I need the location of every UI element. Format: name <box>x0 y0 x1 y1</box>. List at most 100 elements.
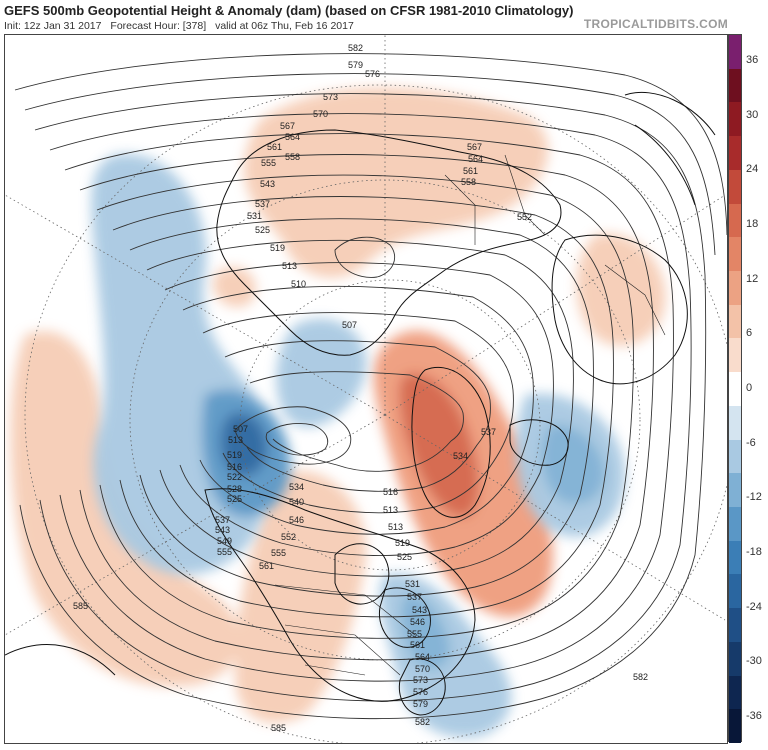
contour-label: 570 <box>313 109 328 119</box>
contour-label: 537 <box>255 199 270 209</box>
colorbar-segment <box>729 271 741 306</box>
colorbar-tick-label: -24 <box>746 600 762 613</box>
colorbar-segment <box>729 405 741 441</box>
colorbar-segment <box>729 641 741 677</box>
colorbar-tick-label: 6 <box>746 327 753 340</box>
contour-label: 558 <box>461 177 476 187</box>
contour-label: 549 <box>217 536 232 546</box>
contour-label: 564 <box>415 652 430 662</box>
contour-label: 525 <box>255 225 270 235</box>
contour-label: 546 <box>410 617 425 627</box>
contour-label: 567 <box>467 142 482 152</box>
graticule <box>5 35 727 743</box>
contour-label: 537 <box>215 515 230 525</box>
contour-label: 537 <box>481 427 496 437</box>
coastlines <box>5 91 716 716</box>
colorbar-segment <box>729 169 741 205</box>
height-contours <box>14 53 727 720</box>
colorbar-segment <box>729 68 741 103</box>
colorbar-tick-label: 18 <box>746 218 759 230</box>
colorbar-segment <box>729 338 741 373</box>
contour-label: 552 <box>517 212 532 222</box>
contour-label: 564 <box>468 154 483 164</box>
colorbar-segment <box>729 540 741 575</box>
contour-label: 507 <box>342 320 357 330</box>
contour-label: 534 <box>453 451 468 461</box>
colorbar-segment <box>729 203 741 238</box>
polar-stereographic-map: 582 579 576 573 570 567 564 561 558 555 … <box>5 35 727 743</box>
contour-label: 540 <box>289 497 304 507</box>
contour-label: 552 <box>281 532 296 542</box>
contour-label: 579 <box>413 699 428 709</box>
colorbar-segment <box>729 507 741 542</box>
contour-label: 567 <box>280 121 295 131</box>
contour-labels: 582 579 576 573 570 567 564 561 558 555 … <box>73 43 648 733</box>
colorbar-segment <box>729 574 741 609</box>
colorbar-segment <box>729 304 741 339</box>
anomaly-colorbar <box>728 34 742 744</box>
colorbar-segment <box>729 439 741 474</box>
colorbar-segment <box>729 136 741 171</box>
contour-label: 555 <box>217 547 232 557</box>
contour-label: 576 <box>365 69 380 79</box>
contour-label: 546 <box>289 515 304 525</box>
colorbar-segment <box>729 675 741 710</box>
contour-label: 507 <box>233 424 248 434</box>
contour-label: 576 <box>413 687 428 697</box>
contour-label: 564 <box>285 132 300 142</box>
contour-label: 561 <box>259 561 274 571</box>
colorbar-tick-label: -36 <box>746 710 762 722</box>
contour-label: 513 <box>282 261 297 271</box>
contour-label: 531 <box>405 579 420 589</box>
contour-label: 555 <box>261 158 276 168</box>
map-subtitle: Init: 12z Jan 31 2017 Forecast Hour: [37… <box>4 20 360 32</box>
contour-label: 525 <box>227 494 242 504</box>
contour-label: 543 <box>412 605 427 615</box>
contour-label: 555 <box>271 548 286 558</box>
colorbar-tick-label: -18 <box>746 546 762 558</box>
contour-label: 585 <box>271 723 286 733</box>
contour-label: 561 <box>267 142 282 152</box>
contour-label: 561 <box>463 166 478 176</box>
contour-label: 516 <box>383 487 398 497</box>
contour-label: 543 <box>260 179 275 189</box>
contour-label: 516 <box>227 462 242 472</box>
forecast-hour: Forecast Hour: [378] <box>110 20 207 32</box>
contour-label: 585 <box>73 601 88 611</box>
valid-time: valid at 06z Thu, Feb 16 2017 <box>215 20 354 32</box>
colorbar-tick-label: 30 <box>746 108 759 121</box>
contour-label: 525 <box>397 552 412 562</box>
colorbar-segment <box>729 35 741 70</box>
contour-label: 513 <box>228 435 243 445</box>
contour-label: 543 <box>215 525 230 535</box>
colorbar-tick-label: 12 <box>746 272 759 285</box>
colorbar-segment <box>729 237 741 272</box>
map-panel: 582 579 576 573 570 567 564 561 558 555 … <box>4 34 728 744</box>
init-time: Init: 12z Jan 31 2017 <box>4 20 102 32</box>
colorbar-tick-label: -30 <box>746 655 762 668</box>
contour-label: 519 <box>227 450 242 460</box>
colorbar-segment <box>729 709 741 744</box>
colorbar-segment <box>729 102 741 137</box>
map-title: GEFS 500mb Geopotential Height & Anomaly… <box>4 3 574 18</box>
contour-label: 582 <box>415 717 430 727</box>
colorbar-tick-label: 24 <box>746 163 759 176</box>
colorbar-tick-label: 36 <box>746 54 759 66</box>
contour-label: 582 <box>633 672 648 682</box>
contour-label: 558 <box>285 152 300 162</box>
contour-label: 555 <box>407 629 422 639</box>
colorbar-tick-label: 0 <box>746 382 753 394</box>
colorbar-segment <box>729 608 741 643</box>
colorbar-tick-label: -6 <box>746 436 756 449</box>
contour-label: 582 <box>348 43 363 53</box>
political-borders <box>274 154 666 676</box>
contour-label: 519 <box>270 243 285 253</box>
contour-label: 537 <box>407 592 422 602</box>
contour-label: 531 <box>247 211 262 221</box>
colorbar-tick-label: -12 <box>746 491 762 504</box>
brand-watermark: TROPICALTIDBITS.COM <box>583 17 728 31</box>
colorbar-segment <box>729 473 741 508</box>
contour-label: 519 <box>395 538 410 548</box>
contour-label: 579 <box>348 60 363 70</box>
contour-label: 522 <box>227 472 242 482</box>
